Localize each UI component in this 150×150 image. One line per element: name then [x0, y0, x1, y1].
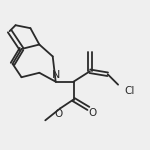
Text: O: O — [89, 108, 97, 118]
Text: O: O — [55, 109, 63, 119]
Text: N: N — [51, 70, 60, 80]
Text: Cl: Cl — [124, 86, 134, 96]
